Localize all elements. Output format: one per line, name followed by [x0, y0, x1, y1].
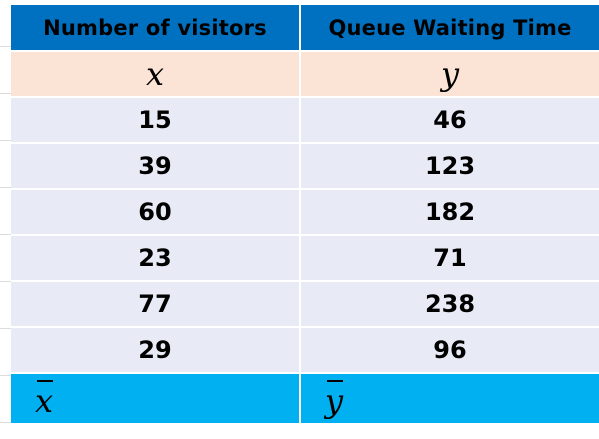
mean-x-symbol: x	[35, 378, 54, 420]
visitors-waiting-time-table: Number of visitors Queue Waiting Time x …	[11, 5, 599, 423]
symbol-x[interactable]: x	[11, 51, 301, 98]
header-number-of-visitors[interactable]: Number of visitors	[11, 5, 301, 52]
table-row: 29 96	[11, 327, 599, 374]
symbol-row: x y	[11, 51, 599, 98]
cell-x[interactable]: 60	[11, 189, 301, 236]
mean-y-symbol: y	[325, 378, 344, 420]
cell-x[interactable]: 15	[11, 97, 301, 144]
cell-y[interactable]: 96	[300, 327, 599, 374]
cell-y[interactable]: 182	[300, 189, 599, 236]
table-row: 23 71	[11, 235, 599, 282]
symbol-y[interactable]: y	[300, 51, 599, 98]
cell-x[interactable]: 39	[11, 143, 301, 190]
table-row: 60 182	[11, 189, 599, 236]
cell-y[interactable]: 123	[300, 143, 599, 190]
table-row: 77 238	[11, 281, 599, 328]
cell-x[interactable]: 23	[11, 235, 301, 282]
mean-y-cell[interactable]: y	[300, 373, 599, 423]
cell-y[interactable]: 46	[300, 97, 599, 144]
cell-y[interactable]: 238	[300, 281, 599, 328]
cell-x[interactable]: 77	[11, 281, 301, 328]
table-row: 15 46	[11, 97, 599, 144]
header-queue-waiting-time[interactable]: Queue Waiting Time	[300, 5, 599, 52]
mean-x-cell[interactable]: x	[11, 373, 301, 423]
header-row: Number of visitors Queue Waiting Time	[11, 5, 599, 52]
cell-y[interactable]: 71	[300, 235, 599, 282]
mean-row: x y	[11, 373, 599, 423]
table-row: 39 123	[11, 143, 599, 190]
cell-x[interactable]: 29	[11, 327, 301, 374]
